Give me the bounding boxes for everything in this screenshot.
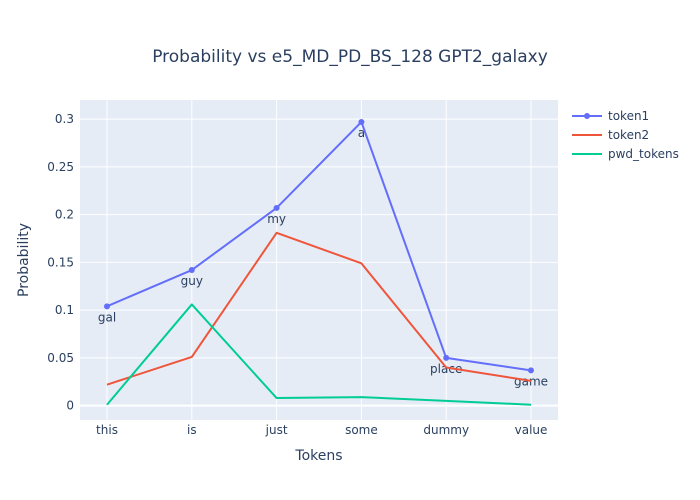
plot-background xyxy=(80,100,558,420)
legend-label[interactable]: token2 xyxy=(608,128,649,142)
x-tick-label: this xyxy=(96,423,118,437)
data-label: place xyxy=(430,362,462,376)
data-point[interactable] xyxy=(358,118,365,125)
y-tick-label: 0.1 xyxy=(55,303,74,317)
data-label: guy xyxy=(181,274,203,288)
data-point[interactable] xyxy=(104,303,110,310)
data-point[interactable] xyxy=(528,367,534,374)
y-axis-ticks: 0 0.05 0.1 0.15 0.2 0.25 0.3 xyxy=(47,112,74,413)
series-layer: gal guy my a place game xyxy=(98,118,548,406)
y-tick-label: 0 xyxy=(66,399,74,413)
series-line-token1 xyxy=(106,120,532,372)
legend-marker xyxy=(584,113,590,119)
series-line-token2 xyxy=(106,231,532,386)
y-tick-label: 0.25 xyxy=(47,160,74,174)
series-line-pwd_tokens xyxy=(106,303,532,406)
x-tick-label: value xyxy=(515,423,548,437)
x-tick-label: dummy xyxy=(423,423,469,437)
x-tick-label: some xyxy=(345,423,378,437)
data-point[interactable] xyxy=(443,354,450,361)
legend[interactable]: token1 token2 pwd_tokens xyxy=(572,109,679,161)
x-axis-ticks: this is just some dummy value xyxy=(96,423,547,437)
y-tick-label: 0.2 xyxy=(55,208,74,222)
data-label: a xyxy=(358,126,365,140)
data-label: gal xyxy=(98,310,116,324)
chart-title: Probability vs e5_MD_PD_BS_128 GPT2_gala… xyxy=(152,47,548,67)
x-axis-title: Tokens xyxy=(294,448,342,464)
y-axis-title: Probability xyxy=(16,223,32,297)
y-tick-label: 0.05 xyxy=(47,351,74,365)
data-label: game xyxy=(514,374,548,388)
data-label: my xyxy=(267,212,286,226)
data-point[interactable] xyxy=(273,204,280,211)
grid xyxy=(80,100,558,420)
legend-label[interactable]: pwd_tokens xyxy=(608,147,679,161)
y-tick-label: 0.3 xyxy=(55,112,74,126)
legend-label[interactable]: token1 xyxy=(608,109,649,123)
x-tick-label: just xyxy=(265,423,288,437)
x-tick-label: is xyxy=(187,423,197,437)
data-point[interactable] xyxy=(188,267,195,274)
y-tick-label: 0.15 xyxy=(47,255,74,269)
